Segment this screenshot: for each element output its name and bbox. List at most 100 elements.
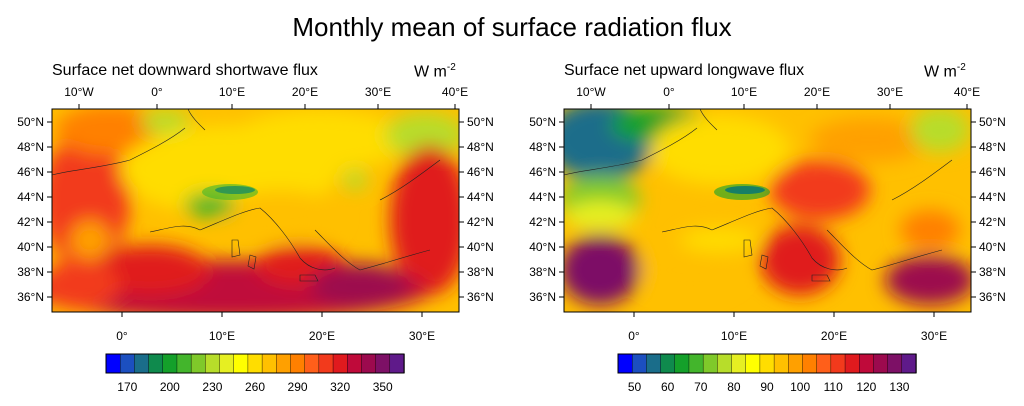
- coastline-right: [564, 109, 953, 271]
- y-tick-label-right-right: 44°N: [979, 190, 1006, 204]
- colorbar-swatch-right: [702, 353, 719, 374]
- bottom-tick-label-left: 30°E: [409, 329, 435, 343]
- colorbar-swatch-left: [119, 353, 136, 374]
- colorbar-label-left: 350: [373, 380, 393, 394]
- bottom-tick-label-right: 30°E: [921, 329, 947, 343]
- colorbar-swatch-left: [190, 353, 207, 374]
- islands-left: [231, 239, 319, 282]
- heatmap-right: [564, 109, 971, 312]
- y-tick-label-right-left: 38°N: [529, 265, 556, 279]
- colorbar-swatch-right: [731, 353, 747, 374]
- colorbar-swatch-right: [816, 353, 832, 374]
- colorbar-label-left: 230: [202, 380, 222, 394]
- colorbar-swatch-right: [788, 353, 804, 374]
- colorbar-swatch-right: [773, 353, 789, 374]
- y-tick-label-right-right: 38°N: [979, 265, 1006, 279]
- colorbar-swatch-left: [361, 353, 377, 374]
- bottom-tick-label-left: 20°E: [309, 329, 335, 343]
- y-tick-label-left-left: 50°N: [17, 115, 44, 129]
- bottom-tick-label-right: 10°E: [721, 329, 747, 343]
- units-left: W m-2: [414, 62, 456, 81]
- y-tick-label-left-right: 48°N: [467, 140, 494, 154]
- colorbar-swatch-right: [745, 353, 761, 374]
- y-tick-label-left-right: 42°N: [467, 215, 494, 229]
- y-tick-label-right-right: 50°N: [979, 115, 1006, 129]
- colorbar-swatch-left: [332, 353, 348, 374]
- y-tick-label-left-left: 42°N: [17, 215, 44, 229]
- y-tick-label-right-left: 46°N: [529, 165, 556, 179]
- islands-right: [743, 239, 831, 282]
- colorbar-swatch-left: [304, 353, 320, 374]
- y-tick-label-right-right: 42°N: [979, 215, 1006, 229]
- colorbar-label-right: 60: [661, 380, 675, 394]
- y-tick-label-left-left: 38°N: [17, 265, 44, 279]
- y-tick-label-right-right: 36°N: [979, 290, 1006, 304]
- colorbar-swatch-left: [347, 353, 363, 374]
- top-tick-label-left: 0°: [151, 85, 163, 99]
- frame-right: [563, 108, 972, 313]
- units-right: W m-2: [924, 62, 966, 81]
- y-tick-label-left-right: 46°N: [467, 165, 494, 179]
- top-tick-label-left: 30°E: [365, 85, 391, 99]
- units-right-exp: -2: [956, 62, 966, 73]
- colorbar-swatch-right: [873, 353, 889, 374]
- colorbar-swatch-right: [617, 353, 633, 374]
- colorbar-label-right: 50: [628, 380, 642, 394]
- units-left-base: W m: [414, 63, 447, 81]
- top-tick-label-left: 40°E: [442, 85, 468, 99]
- colorbar-swatch-right: [674, 353, 690, 374]
- colorbar-label-left: 170: [117, 380, 137, 394]
- colorbar-label-left: 260: [245, 380, 265, 394]
- colorbar-swatch-left: [105, 353, 121, 374]
- colorbar-label-right: 90: [760, 380, 774, 394]
- top-tick-label-left: 10°W: [64, 85, 94, 99]
- y-tick-label-right-right: 40°N: [979, 240, 1006, 254]
- bottom-tick-label-right: 0°: [628, 329, 640, 343]
- colorbar-swatch-left: [261, 353, 277, 374]
- bottom-tick-label-right: 20°E: [821, 329, 847, 343]
- axes: 10°W 0° 10°E 20°E 30°E 40°E 0° 10°E 20°E 30°E 50°N…: [17, 85, 1006, 343]
- colorbar-swatch-left: [375, 353, 391, 374]
- bottom-tick-label-left: 0°: [116, 329, 128, 343]
- y-tick-label-left-right: 44°N: [467, 190, 494, 204]
- colorbar-swatch-left: [290, 353, 306, 374]
- top-tick-label-left: 10°E: [219, 85, 245, 99]
- colorbar-swatch-right: [859, 353, 875, 374]
- top-tick-label-right: 10°E: [731, 85, 757, 99]
- panel-right: [563, 108, 972, 313]
- y-tick-label-right-left: 36°N: [529, 290, 556, 304]
- heatmap-left-regions: [52, 109, 459, 312]
- colorbar-label-right: 100: [790, 380, 810, 394]
- main-title: Monthly mean of surface radiation flux: [292, 12, 732, 42]
- panel-title-right: Surface net upward longwave flux: [564, 62, 805, 79]
- colorbar-swatch-left: [205, 353, 221, 374]
- colorbar-swatch-right: [887, 353, 903, 374]
- colorbar-label-right: 70: [694, 380, 708, 394]
- colorbar-swatch-right: [660, 353, 676, 374]
- heatmap-left: [52, 109, 459, 312]
- colorbar-swatch-left: [134, 353, 150, 374]
- colorbar-swatch-left: [389, 353, 405, 374]
- colorbar-swatch-left: [162, 353, 178, 374]
- colorbar-swatch-left: [233, 353, 249, 374]
- units-right-base: W m: [924, 63, 957, 81]
- y-tick-label-left-right: 50°N: [467, 115, 494, 129]
- colorbar-swatch-left: [276, 353, 292, 374]
- colorbar-label-right: 120: [856, 380, 876, 394]
- colorbar-swatch-right: [688, 353, 704, 374]
- colorbar-swatch-left: [247, 353, 263, 374]
- top-tick-label-right: 10°W: [576, 85, 606, 99]
- y-tick-label-right-left: 40°N: [529, 240, 556, 254]
- colorbar-label-left: 200: [160, 380, 180, 394]
- colorbars: 170 200 230 260 290 320 350 50 60 70 80 90 100 110 120…: [105, 353, 917, 394]
- colorbar-frame-right: [617, 353, 917, 374]
- colorbar-frame-left: [105, 353, 405, 374]
- y-tick-label-right-left: 50°N: [529, 115, 556, 129]
- alps-halo-left: [202, 184, 258, 200]
- y-tick-label-left-left: 46°N: [17, 165, 44, 179]
- top-tick-label-right: 40°E: [954, 85, 980, 99]
- frame-left: [51, 108, 460, 313]
- colorbar-swatch-right: [802, 353, 818, 374]
- colorbar-label-right: 110: [824, 380, 843, 394]
